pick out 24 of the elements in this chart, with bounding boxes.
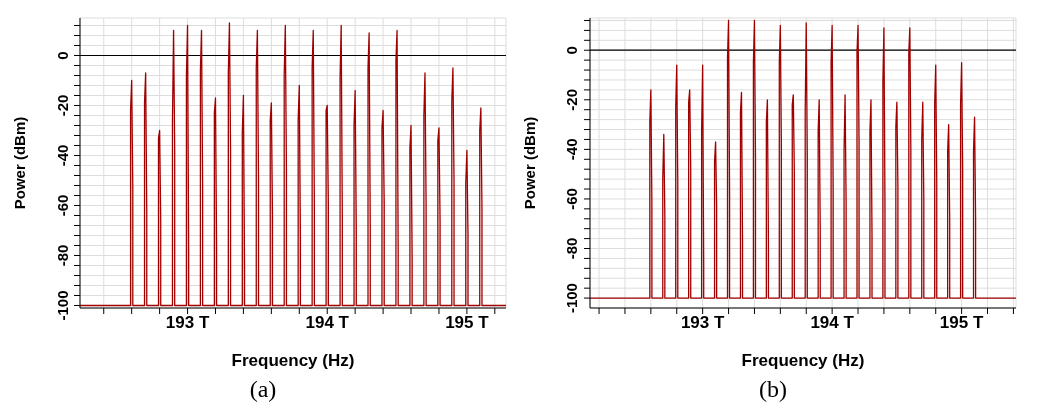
x-tick-label: 194 T — [305, 313, 350, 333]
x-tick-label: 194 T — [810, 313, 855, 333]
y-axis-title: Power (dBm) — [11, 116, 29, 210]
x-tick-label: 195 T — [445, 313, 490, 333]
text: (a) — [248, 376, 278, 403]
y-tick-label: -40 — [53, 144, 71, 167]
y-tick-label: -100 — [53, 290, 71, 321]
y-axis-title: Power (dBm) — [521, 116, 539, 210]
y-tick-label: 0 — [53, 51, 71, 60]
x-tick-label: 193 T — [680, 313, 725, 333]
y-tick-label: -20 — [563, 88, 581, 111]
x-tick-label: 195 T — [939, 313, 984, 333]
y-tick-label: -40 — [563, 138, 581, 161]
y-tick-label: -100 — [563, 283, 581, 314]
text: (b) — [758, 376, 788, 403]
y-tick-label: 0 — [563, 46, 581, 55]
y-tick-label: -80 — [563, 237, 581, 260]
x-axis-title: Frequency (Hz) — [231, 351, 355, 370]
y-tick-label: -60 — [563, 188, 581, 210]
y-tick-label: -60 — [53, 194, 71, 217]
y-tick-label: -80 — [53, 244, 71, 267]
x-axis-title: Frequency (Hz) — [741, 351, 865, 370]
x-tick-label: 193 T — [165, 313, 210, 333]
y-tick-label: -20 — [53, 94, 71, 117]
